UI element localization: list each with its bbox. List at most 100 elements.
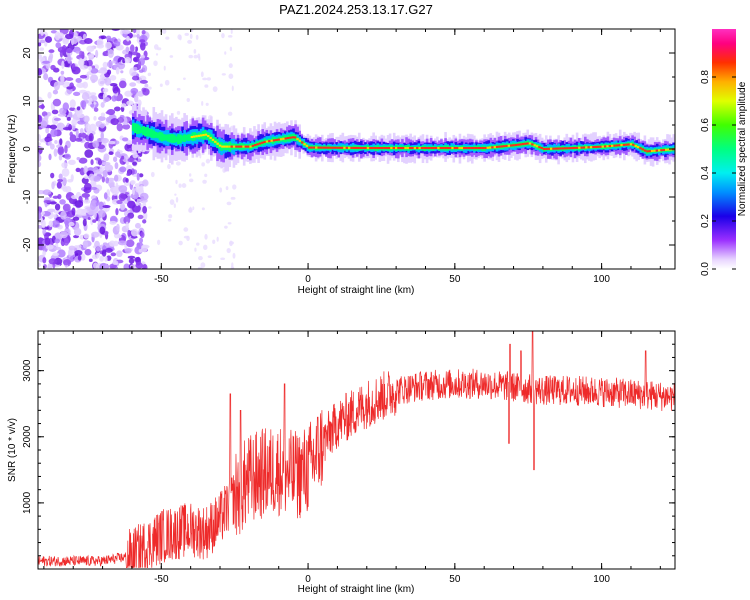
- noise-blob: [229, 240, 233, 247]
- ridge-peak-cell: [317, 146, 320, 149]
- noise-blob: [212, 86, 218, 92]
- ridge-peak-cell: [521, 143, 525, 146]
- spectrogram-x-axis-label: Height of straight line (km): [298, 285, 415, 296]
- ridge-peak-cell: [559, 147, 562, 150]
- noise-blob: [84, 141, 91, 149]
- noise-blob: [113, 41, 121, 47]
- noise-blob: [212, 239, 216, 244]
- noise-blob: [129, 82, 137, 87]
- ridge-peak-cell: [411, 146, 414, 150]
- noise-blob: [130, 180, 136, 185]
- ridge-peak-cell: [540, 147, 543, 150]
- ridge-peak-cell: [627, 143, 630, 146]
- noise-blob: [49, 124, 58, 130]
- ridge-cell: [185, 134, 188, 141]
- noise-blob: [116, 199, 123, 205]
- noise-blob: [201, 162, 206, 167]
- noise-blob: [93, 262, 99, 269]
- noise-blob: [107, 177, 116, 182]
- ridge-peak-cell: [249, 145, 252, 148]
- noise-blob: [124, 90, 133, 97]
- noise-blob: [91, 79, 96, 84]
- noise-blob: [69, 99, 76, 108]
- noise-blob: [38, 134, 41, 142]
- ridge-peak-cell: [416, 146, 419, 150]
- ridge-peak-cell: [195, 135, 198, 138]
- noise-blob: [136, 198, 141, 202]
- noise-blob: [130, 228, 139, 237]
- noise-blob: [91, 199, 97, 204]
- ridge-peak-cell: [493, 146, 496, 149]
- ridge-peak-cell: [254, 144, 257, 147]
- noise-blob: [113, 156, 118, 163]
- noise-blob: [79, 50, 83, 59]
- noise-blob: [226, 201, 232, 206]
- snr-y-ticks: 1000 2000 3000: [22, 330, 675, 557]
- ridge-peak-cell: [444, 146, 447, 150]
- noise-blob: [38, 262, 41, 268]
- noise-blob: [183, 77, 186, 80]
- y-tick-label: -10: [22, 189, 33, 204]
- ridge-cell: [183, 134, 186, 142]
- ridge-cell: [148, 128, 151, 137]
- noise-blob: [216, 236, 219, 242]
- noise-blob: [139, 79, 148, 84]
- y-tick-label: -20: [22, 237, 33, 252]
- ridge-peak-cell: [289, 136, 292, 139]
- ridge-peak-cell: [350, 146, 353, 149]
- x-tick-label: 0: [305, 274, 311, 285]
- noise-blob: [82, 208, 88, 213]
- noise-blob: [121, 155, 125, 160]
- noise-blob: [140, 244, 148, 253]
- ridge-peak-cell: [284, 137, 287, 140]
- ridge-peak-cell: [301, 141, 304, 144]
- noise-blob: [93, 177, 98, 181]
- noise-blob: [44, 41, 48, 47]
- noise-blob: [139, 192, 149, 201]
- noise-blob: [61, 60, 65, 69]
- noise-blob: [96, 38, 104, 47]
- ridge-peak-cell: [244, 145, 248, 148]
- noise-blob: [105, 177, 110, 184]
- noise-blob: [104, 255, 108, 262]
- noise-blob: [99, 80, 105, 85]
- ridge-peak-cell: [566, 147, 569, 150]
- noise-blob: [103, 192, 108, 200]
- ridge-peak-cell: [282, 137, 285, 140]
- noise-blob: [78, 157, 88, 164]
- noise-blob: [104, 41, 112, 50]
- snr-panel: -50 0 50 100 1000 2000 3000 Height of straigh…: [7, 330, 676, 595]
- noise-blob: [63, 259, 70, 266]
- ridge-peak-cell: [258, 142, 262, 145]
- noise-blob: [64, 153, 71, 160]
- noise-blob: [97, 144, 106, 150]
- noise-blob: [164, 79, 170, 86]
- ridge-peak-cell: [589, 146, 593, 149]
- ridge-cell: [164, 134, 168, 141]
- noise-blob: [87, 216, 91, 221]
- ridge-peak-cell: [456, 146, 459, 150]
- ridge-peak-cell: [611, 144, 614, 147]
- noise-blob: [114, 162, 119, 170]
- noise-blob: [71, 63, 76, 71]
- ridge-peak-cell: [387, 146, 391, 150]
- noise-blob: [126, 139, 133, 145]
- noise-blob: [86, 45, 95, 52]
- ridge-peak-cell: [390, 146, 393, 150]
- ridge-peak-cell: [538, 146, 541, 149]
- noise-blob: [134, 183, 140, 187]
- noise-blob: [72, 216, 80, 221]
- noise-blob: [159, 83, 163, 87]
- noise-blob: [95, 49, 99, 59]
- noise-blob: [89, 92, 97, 96]
- noise-blob: [38, 161, 42, 168]
- noise-blob: [66, 86, 73, 90]
- noise-blob: [56, 181, 62, 189]
- noise-blob: [76, 106, 81, 111]
- noise-blob: [115, 182, 119, 191]
- noise-blob: [83, 115, 90, 123]
- ridge-peak-cell: [575, 146, 579, 149]
- noise-blob: [227, 35, 233, 38]
- noise-blob: [59, 49, 64, 58]
- noise-blob: [50, 172, 55, 179]
